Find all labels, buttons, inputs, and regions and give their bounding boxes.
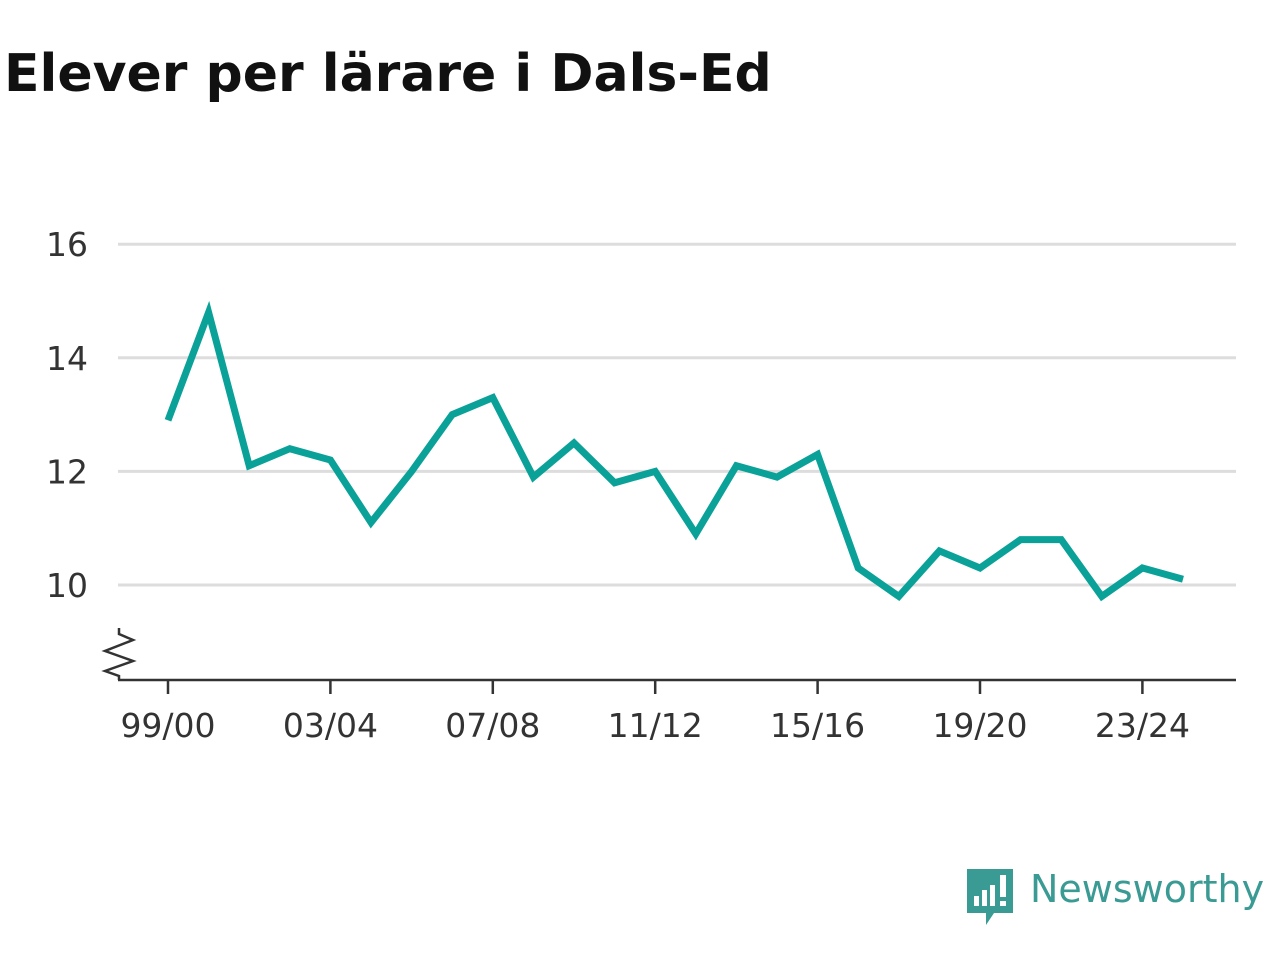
y-axis-labels: 10 12 14 16 <box>46 225 88 605</box>
y-axis-break <box>101 628 137 680</box>
y-tick-label: 16 <box>46 225 88 264</box>
y-tick-label: 12 <box>46 452 88 491</box>
newsworthy-brand: Newsworthy <box>964 864 1280 928</box>
chart-title: Elever per lärare i Dals-Ed <box>4 44 772 104</box>
series-line-0 <box>164 300 1184 602</box>
x-axis-labels: 99/00 03/04 07/08 11/12 15/16 19/20 23/24 <box>120 706 1190 745</box>
x-tick-label: 19/20 <box>932 706 1027 745</box>
x-tick-label: 07/08 <box>445 706 540 745</box>
gridlines <box>118 242 1236 587</box>
y-tick-label: 10 <box>46 566 88 605</box>
x-tick-label: 03/04 <box>283 706 378 745</box>
brand-name: Newsworthy <box>1030 867 1265 911</box>
y-tick-label: 14 <box>46 339 88 378</box>
x-axis <box>101 628 1236 694</box>
series-layer <box>164 300 1184 602</box>
x-tick-label: 15/16 <box>770 706 865 745</box>
x-tick-label: 11/12 <box>608 706 703 745</box>
x-tick-label: 99/00 <box>120 706 215 745</box>
x-tick-label: 23/24 <box>1095 706 1190 745</box>
newsworthy-logo-icon <box>967 869 1013 925</box>
